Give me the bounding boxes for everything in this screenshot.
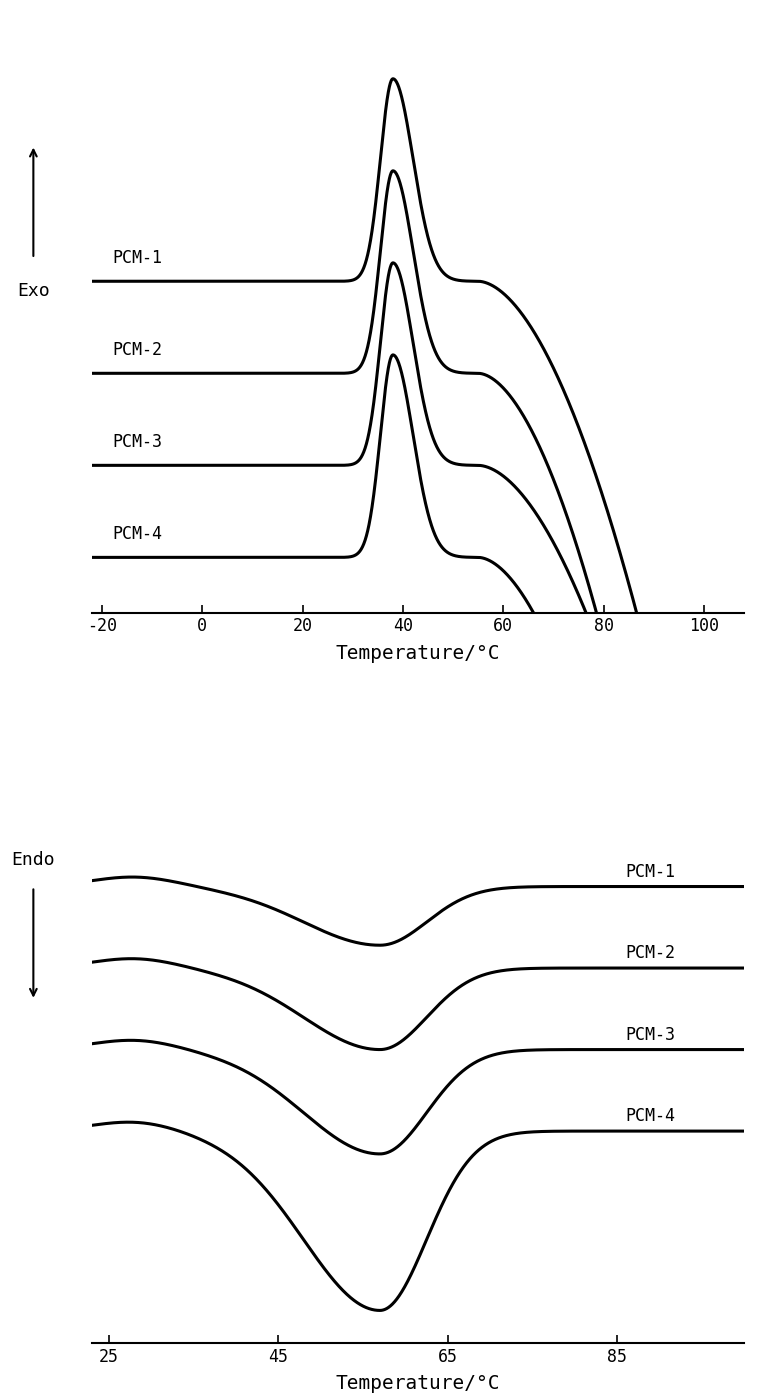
Text: PCM-4: PCM-4 bbox=[112, 525, 162, 543]
Text: PCM-3: PCM-3 bbox=[625, 1025, 676, 1044]
Text: Endo: Endo bbox=[12, 852, 55, 869]
Text: PCM-3: PCM-3 bbox=[112, 432, 162, 450]
Text: PCM-2: PCM-2 bbox=[112, 341, 162, 360]
X-axis label: Temperature/°C: Temperature/°C bbox=[336, 1374, 500, 1393]
Text: PCM-2: PCM-2 bbox=[625, 944, 676, 963]
Text: PCM-4: PCM-4 bbox=[625, 1107, 676, 1125]
Text: Exo: Exo bbox=[17, 281, 50, 299]
Text: PCM-1: PCM-1 bbox=[625, 863, 676, 881]
Text: PCM-1: PCM-1 bbox=[112, 249, 162, 267]
X-axis label: Temperature/°C: Temperature/°C bbox=[336, 644, 500, 663]
